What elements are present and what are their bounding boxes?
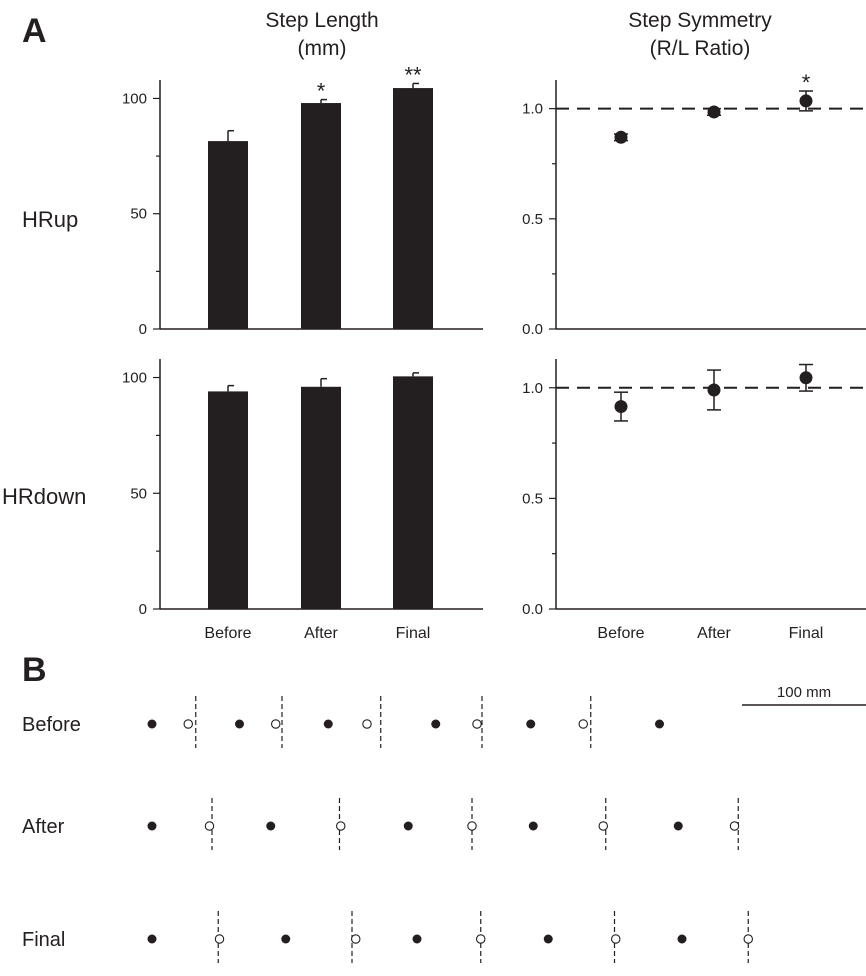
left-footprint [235, 719, 244, 729]
left-footprint [147, 821, 157, 831]
step-length-title-line1: Step Length [265, 9, 378, 32]
y-tick-label: 50 [130, 485, 147, 502]
right-footprint [598, 821, 608, 831]
significance-marker: * [317, 79, 326, 104]
right-footprint [183, 719, 194, 729]
left-footprint [403, 821, 413, 831]
y-tick-label: 100 [122, 370, 147, 387]
chart-hrup-step-symmetry: 0.0 0.5 1.0 * [522, 70, 866, 338]
y-tick-label: 0.0 [522, 321, 543, 338]
right-footprint [204, 821, 215, 831]
left-footprint [412, 934, 422, 944]
y-tick-label: 0 [139, 601, 147, 618]
right-footprint [467, 821, 477, 831]
footprint-row-final: Final [22, 911, 753, 963]
left-footprint [655, 719, 664, 729]
y-tick-label: 0 [139, 321, 147, 338]
row-label-hrup: HRup [22, 207, 78, 232]
scale-bar-label: 100 mm [777, 684, 831, 701]
bar-before [208, 391, 248, 609]
x-tick-label: Before [597, 625, 644, 642]
point-final [799, 94, 813, 108]
x-tick-label: Final [789, 625, 824, 642]
right-footprint [362, 719, 372, 729]
footprint-row-label: Final [22, 929, 65, 951]
footprint-row-after: After [22, 798, 740, 850]
scale-bar: 100 mm [742, 684, 866, 706]
footprint-row-before: Before [22, 696, 664, 748]
y-tick-label: 0.5 [522, 490, 543, 507]
y-tick-label: 0.5 [522, 211, 543, 228]
y-tick-label: 1.0 [522, 380, 543, 397]
right-footprint [472, 719, 482, 729]
y-tick-label: 1.0 [522, 101, 543, 118]
significance-marker: * [802, 70, 811, 95]
left-footprint [543, 934, 553, 944]
chart-hrdown-step-symmetry: 0.0 0.5 1.0 Before After Final [522, 359, 866, 642]
footprint-row-label: After [22, 816, 65, 838]
left-footprint [323, 719, 333, 729]
point-before [614, 400, 628, 414]
left-footprint [147, 719, 157, 729]
bar-final [393, 88, 433, 329]
point-before [614, 130, 628, 144]
left-footprint [431, 719, 441, 729]
panel-label-a: A [22, 12, 47, 50]
left-footprint [673, 821, 683, 831]
right-footprint [610, 934, 621, 944]
right-footprint [578, 719, 588, 729]
bar-after [301, 386, 341, 609]
left-footprint [526, 719, 536, 729]
significance-marker: ** [404, 62, 422, 87]
x-tick-label: Before [204, 625, 251, 642]
right-footprint [743, 934, 753, 944]
right-footprint [270, 719, 281, 729]
left-footprint [528, 821, 538, 831]
footprint-diagram: Before After Final 100 mm [22, 684, 866, 963]
x-tick-label: Final [396, 625, 431, 642]
step-symmetry-title-line2: (R/L Ratio) [650, 37, 751, 60]
right-footprint [335, 821, 346, 831]
footprint-row-label: Before [22, 714, 81, 736]
y-tick-label: 100 [122, 90, 147, 107]
bar-before [208, 141, 248, 329]
y-tick-label: 0.0 [522, 601, 543, 618]
panel-label-b: B [22, 651, 47, 689]
right-footprint [214, 934, 225, 944]
left-footprint [147, 934, 157, 944]
step-length-title-line2: (mm) [298, 37, 347, 60]
step-symmetry-title-line1: Step Symmetry [628, 9, 772, 32]
left-footprint [677, 934, 687, 944]
x-tick-label: After [304, 625, 338, 642]
x-tick-label: After [697, 625, 731, 642]
chart-hrdown-step-length: 0 50 100 Before After Final [122, 359, 483, 642]
right-footprint [475, 934, 486, 944]
right-footprint [350, 934, 361, 944]
y-tick-label: 50 [130, 206, 147, 223]
point-after [707, 105, 721, 119]
bar-final [393, 376, 433, 609]
point-final [799, 371, 813, 385]
left-footprint [266, 821, 276, 831]
bar-after [301, 103, 341, 329]
left-footprint [281, 934, 291, 944]
point-after [707, 383, 721, 397]
row-label-hrdown: HRdown [2, 484, 86, 509]
right-footprint [729, 821, 740, 831]
